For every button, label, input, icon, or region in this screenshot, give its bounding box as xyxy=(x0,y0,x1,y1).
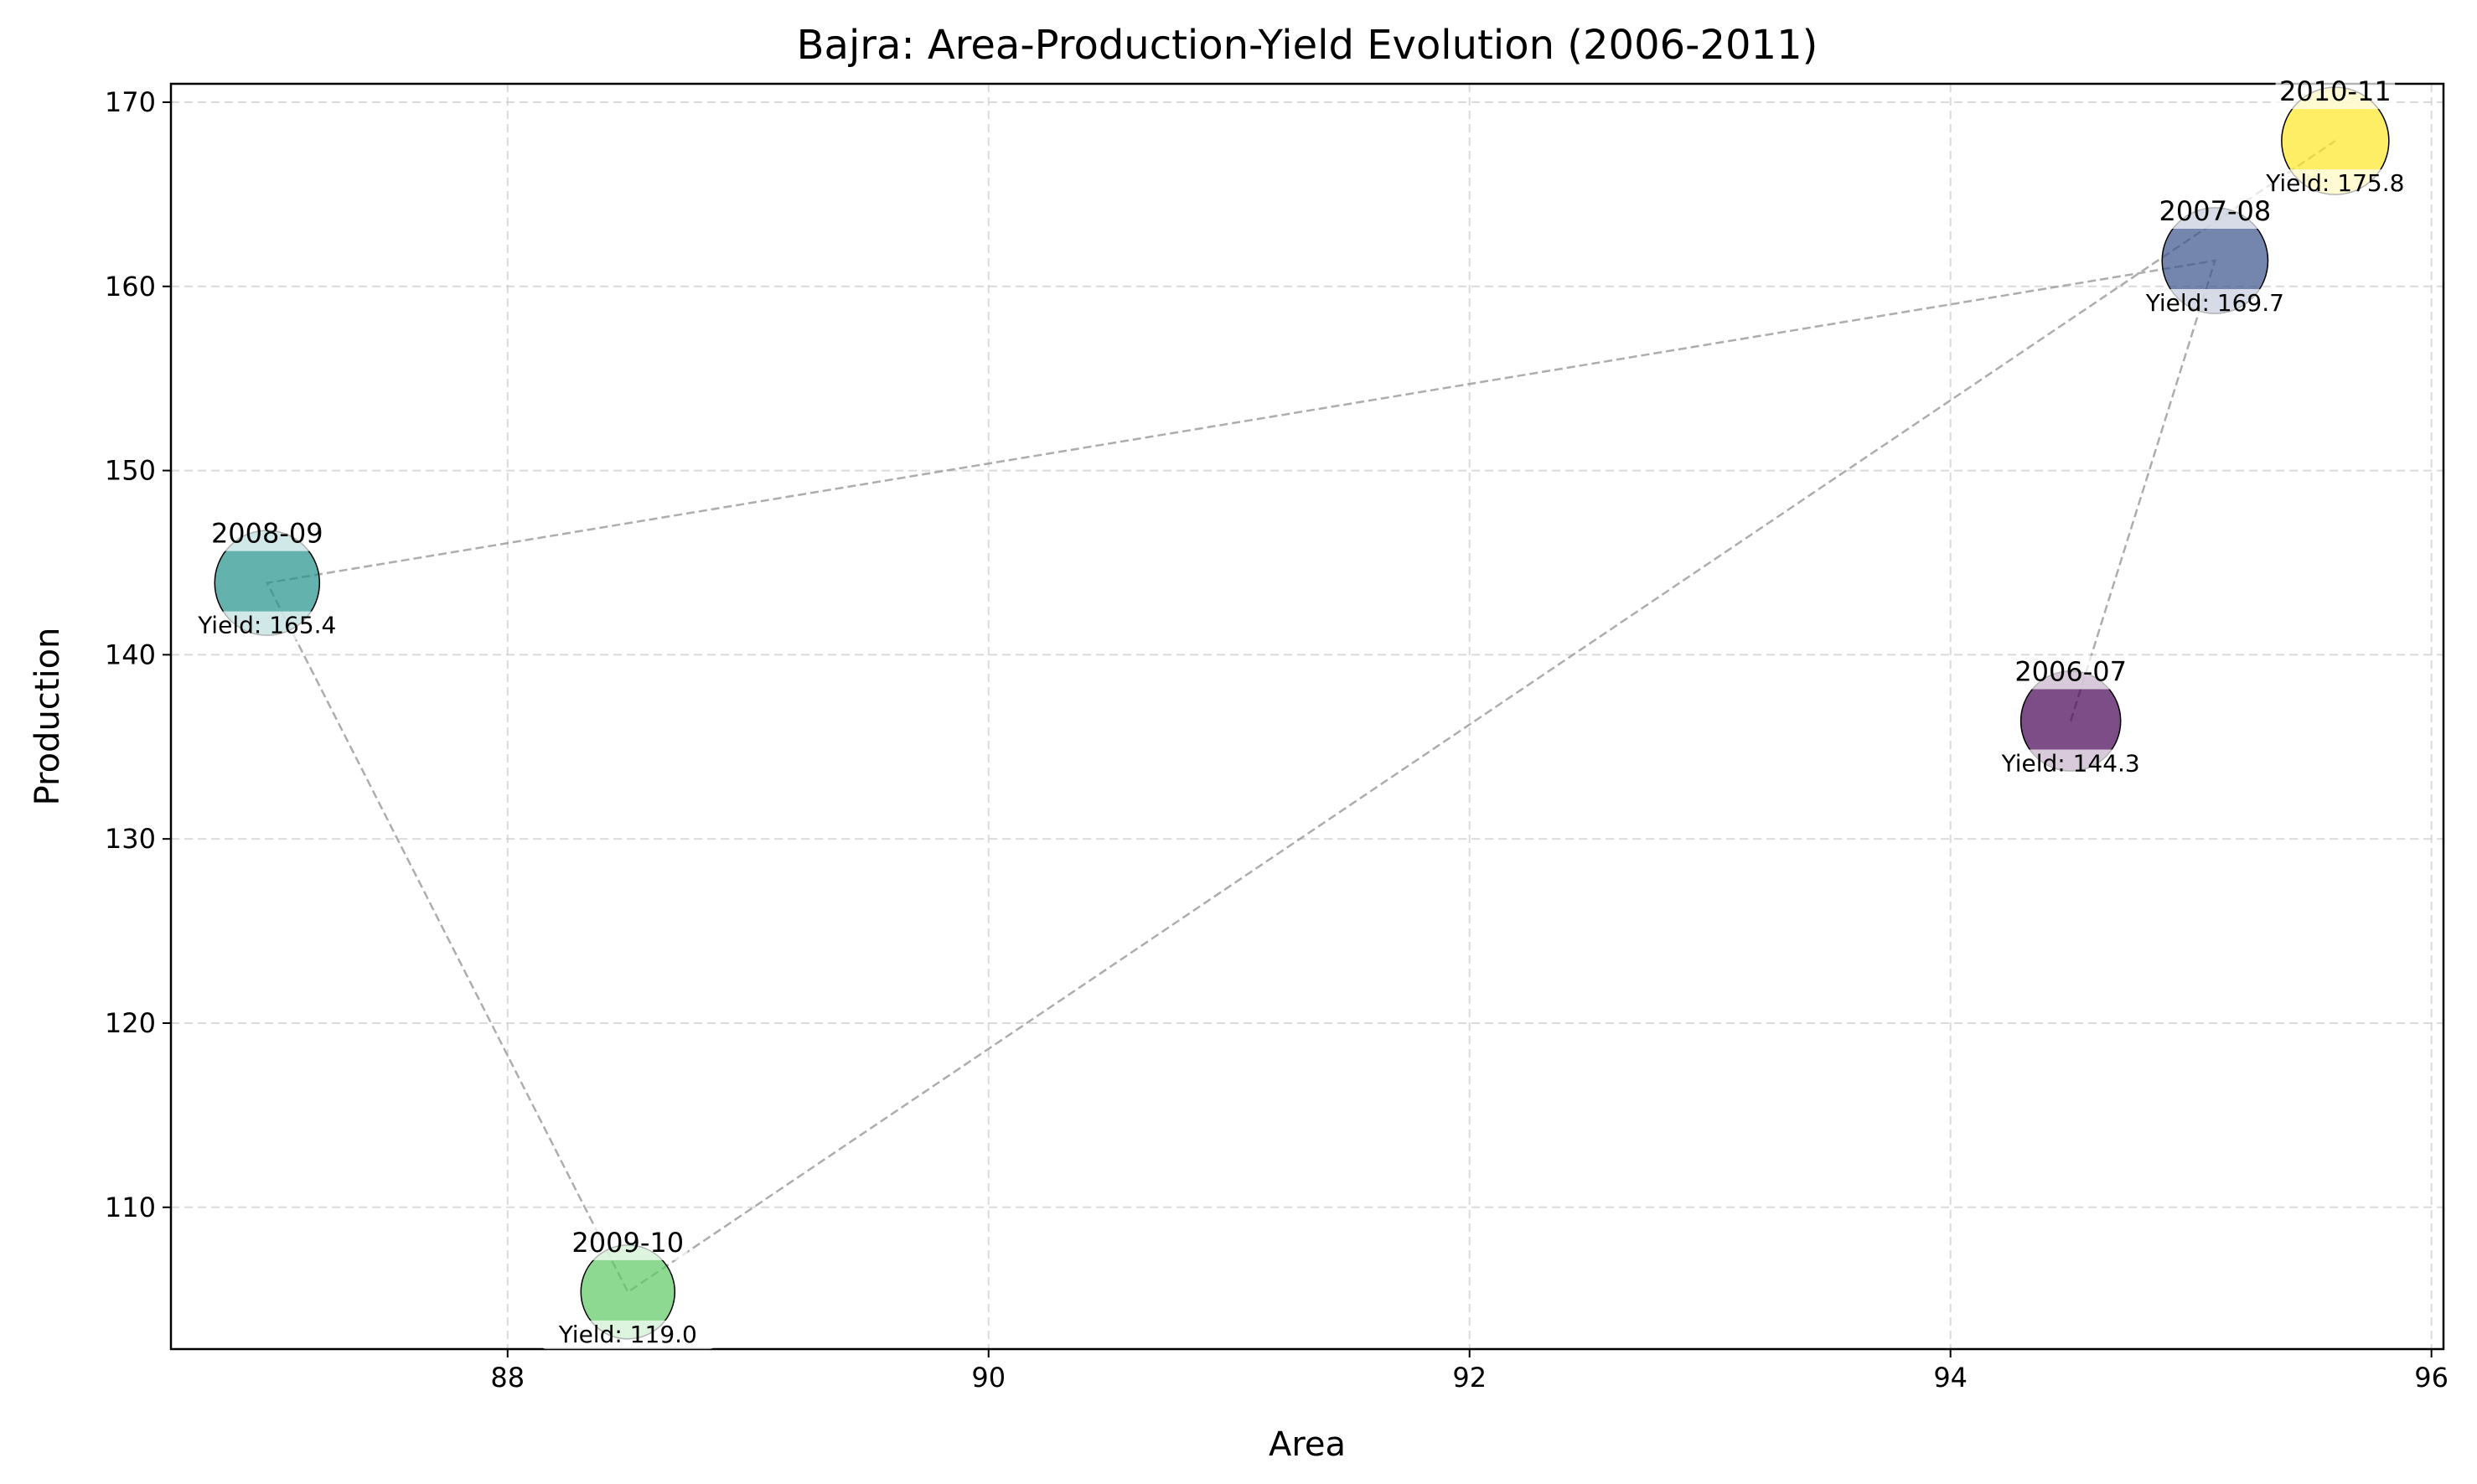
point-label: 2009-10 xyxy=(571,1227,684,1259)
x-tick-label: 90 xyxy=(971,1362,1006,1394)
point-label-bg xyxy=(2010,655,2131,690)
x-tick-label: 92 xyxy=(1452,1362,1487,1394)
x-tick-label: 88 xyxy=(490,1362,525,1394)
point-label-bg xyxy=(567,1226,688,1260)
y-tick-label: 170 xyxy=(105,86,156,118)
point-label-bg xyxy=(207,517,328,551)
y-tick-label: 110 xyxy=(105,1192,156,1223)
point-labels: 2006-07 Yield: 144.3 2007-08 Yield: 169.7 20… xyxy=(177,75,2425,1349)
plot-frame xyxy=(169,82,2445,1351)
axis-ticks: 88 90 92 94 96 110 120 130 140 150 160 170 xyxy=(105,86,2449,1394)
point-label: 2006-07 xyxy=(2014,655,2127,687)
point-label: 2010-11 xyxy=(2279,75,2392,107)
data-points xyxy=(214,86,2390,1340)
point-label-bg xyxy=(2154,195,2275,230)
y-tick-label: 160 xyxy=(105,271,156,302)
point-label-bg xyxy=(2275,75,2396,110)
yield-label: Yield: 144.3 xyxy=(2001,749,2140,777)
yield-label: Yield: 165.4 xyxy=(197,612,336,639)
y-tick-label: 120 xyxy=(105,1007,156,1039)
y-tick-label: 150 xyxy=(105,455,156,487)
x-tick-label: 94 xyxy=(1933,1362,1968,1394)
yield-label-bg xyxy=(2245,169,2425,199)
x-axis-title: Area xyxy=(1269,1425,1346,1464)
y-tick-label: 140 xyxy=(105,639,156,670)
yield-label-bg xyxy=(2125,289,2305,318)
chart-title: Bajra: Area-Production-Yield Evolution (… xyxy=(797,22,1818,69)
yield-label-bg xyxy=(177,611,357,640)
yield-label-bg xyxy=(1981,749,2161,778)
yield-label: Yield: 119.0 xyxy=(558,1321,697,1348)
yield-label-bg xyxy=(538,1320,718,1349)
y-axis-title: Production xyxy=(28,628,67,806)
yield-label: Yield: 175.8 xyxy=(2265,169,2404,197)
point-label: 2008-09 xyxy=(211,518,323,550)
y-tick-label: 130 xyxy=(105,823,156,855)
point-label: 2007-08 xyxy=(2159,195,2272,227)
yield-label: Yield: 169.7 xyxy=(2145,289,2284,317)
x-tick-label: 96 xyxy=(2414,1362,2449,1394)
